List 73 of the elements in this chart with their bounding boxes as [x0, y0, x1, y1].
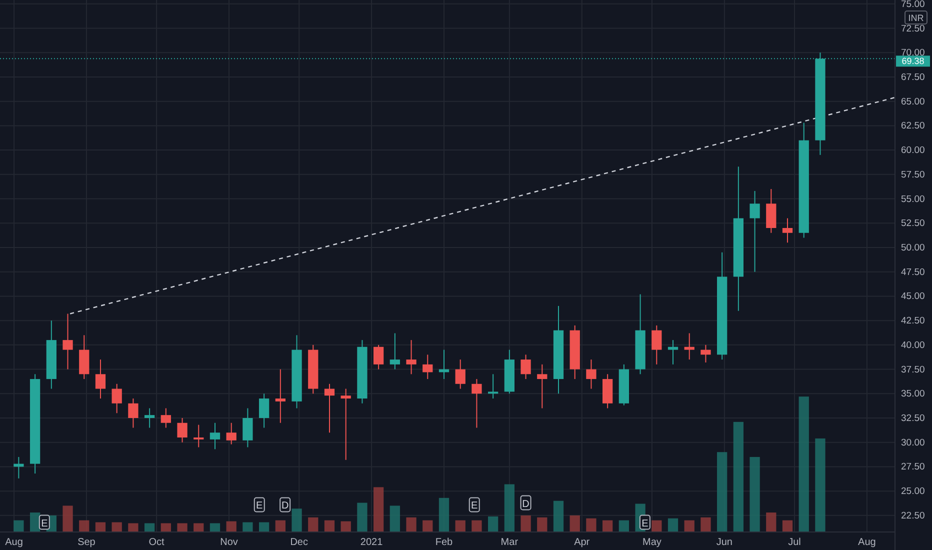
ref-line-label: 69.38: [902, 56, 924, 66]
candlestick: [586, 359, 596, 390]
candlestick: [62, 313, 73, 370]
x-tick-label: Mar: [500, 537, 519, 548]
annotation: D: [281, 500, 289, 512]
x-tick-label: Feb: [435, 537, 454, 548]
y-tick-label: 65.00: [901, 96, 925, 108]
candlestick: [324, 383, 335, 434]
annotation: E: [256, 500, 264, 512]
x-tick-label: Nov: [220, 537, 238, 548]
y-tick-label: 35.00: [901, 388, 925, 400]
y-tick-label: 37.50: [901, 364, 925, 376]
candlestick: [144, 408, 155, 428]
y-tick-label: 42.50: [901, 316, 925, 327]
annotation: D: [522, 498, 530, 510]
y-tick-label: 40.00: [901, 340, 925, 351]
y-tick-label: 45.00: [901, 291, 925, 302]
y-tick-label: 75.00: [901, 0, 925, 10]
candlestick: [455, 359, 466, 390]
candlestick: [390, 332, 400, 370]
candlestick: [242, 408, 253, 448]
x-tick-label: 2021: [360, 537, 384, 548]
candlestick: [700, 344, 711, 363]
candlestick: [652, 324, 662, 365]
x-tick-label: Jul: [788, 537, 801, 548]
y-tick-label: 72.50: [901, 23, 925, 34]
x-tick-label: Sep: [78, 537, 96, 548]
y-tick-label: 62.50: [901, 120, 925, 132]
candlestick: [684, 332, 694, 360]
candlestick: [194, 424, 204, 448]
y-tick-label: 47.50: [901, 266, 925, 278]
y-tick-label: 32.50: [901, 413, 925, 424]
x-tick-label: Aug: [5, 537, 23, 548]
candlestick: [258, 393, 270, 428]
candlestick: [95, 359, 106, 400]
candlestick: [160, 408, 171, 428]
candlestick: [210, 422, 220, 450]
y-tick-label: 30.00: [901, 437, 925, 448]
candlestick: [668, 340, 678, 365]
y-tick-label: 25.00: [901, 486, 925, 498]
x-tick-label: Dec: [290, 537, 308, 548]
annotation: E: [41, 518, 48, 530]
candlestick: [226, 422, 236, 445]
y-tick-label: 50.00: [901, 242, 925, 254]
candlestick: [373, 344, 384, 370]
candlestick: [275, 368, 286, 424]
candlestick: [422, 354, 433, 380]
x-tick-label: Aug: [858, 537, 876, 548]
candlestick: [340, 388, 351, 460]
y-tick-label: 57.50: [901, 169, 925, 180]
candlestick: [128, 398, 138, 428]
y-tick-label: 52.50: [901, 218, 925, 230]
candlestick: [472, 378, 482, 428]
y-tick-label: 27.50: [901, 462, 925, 473]
x-tick-label: Apr: [574, 537, 590, 548]
annotation: E: [471, 500, 478, 512]
candlestick: [112, 383, 122, 414]
x-tick-label: May: [642, 537, 662, 548]
y-tick-label: 22.50: [901, 510, 925, 522]
y-tick-label: 55.00: [901, 194, 925, 205]
candlestick: [520, 354, 531, 380]
y-tick-label: 60.00: [901, 145, 925, 156]
candlestick: [782, 218, 793, 244]
candlestick: [488, 374, 498, 400]
candlestick: [406, 340, 416, 375]
annotation: E: [642, 518, 649, 530]
x-tick-label: Jun: [716, 537, 732, 548]
candlestick: [750, 190, 760, 272]
candlestick: [537, 364, 548, 409]
y-axis-title: INR: [908, 13, 924, 23]
y-tick-label: 67.50: [901, 72, 925, 83]
candlestick: [177, 418, 188, 443]
x-tick-label: Oct: [148, 537, 165, 548]
